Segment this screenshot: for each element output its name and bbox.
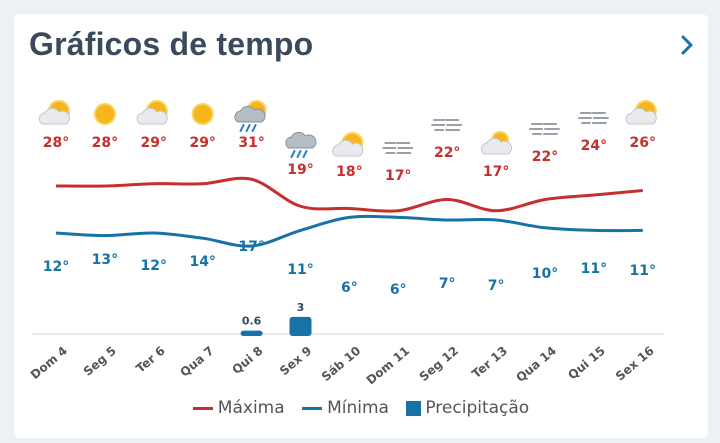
x-tick-label: Seg 12 — [417, 344, 461, 384]
max-temp-label: 17° — [483, 164, 509, 180]
x-tick-label: Ter 6 — [133, 344, 167, 376]
legend-item-precip[interactable]: Precipitação — [406, 398, 529, 418]
x-tick-label: Dom 4 — [28, 344, 70, 383]
chart-legend: Máxima Mínima Precipitação — [14, 398, 708, 418]
max-temp-label: 22° — [434, 145, 460, 161]
x-tick-label: Seg 5 — [81, 344, 119, 379]
min-temp-label: 6° — [390, 282, 407, 298]
x-tick-label: Sex 16 — [613, 344, 657, 384]
page-title: Gráficos de tempo — [29, 26, 314, 62]
partly-sunny-icon — [136, 100, 168, 125]
sun-icon — [191, 103, 214, 125]
precip-label: 3 — [297, 301, 305, 314]
series-line-min — [55, 214, 643, 248]
sun-rain-icon — [234, 100, 267, 132]
max-temp-label: 29° — [141, 135, 167, 151]
min-temp-label: 7° — [488, 278, 505, 294]
legend-min-swatch — [302, 406, 323, 410]
min-temp-label: 13° — [92, 252, 118, 268]
max-temp-label: 19° — [287, 162, 313, 178]
partly-sunny-icon — [332, 132, 364, 157]
fog-icon — [431, 119, 463, 131]
partly-cloudy-icon — [480, 131, 513, 155]
min-temp-label: 7° — [439, 276, 456, 292]
min-temp-label: 10° — [532, 266, 558, 282]
legend-precip-label: Precipitação — [425, 398, 530, 418]
max-temp-label: 24° — [581, 138, 607, 154]
min-temp-label: 11° — [630, 263, 656, 279]
series-line-max — [55, 176, 643, 213]
legend-item-max[interactable]: Máxima — [192, 398, 285, 418]
legend-precip-swatch — [406, 400, 422, 416]
chevron-right-icon[interactable] — [674, 32, 700, 58]
min-temp-label: 17° — [238, 239, 264, 255]
legend-item-min[interactable]: Mínima — [302, 398, 389, 418]
x-tick-label: Qua 7 — [177, 344, 216, 380]
min-temp-label: 14° — [189, 254, 215, 270]
min-temp-label: 6° — [341, 280, 358, 296]
max-temp-label: 29° — [189, 135, 215, 151]
fog-icon — [577, 112, 609, 124]
x-tick-label: Qua 14 — [513, 344, 559, 385]
weather-charts-card: Gráficos de tempo 28° 28° 29° 29° 31° 19° 18° 1… — [14, 14, 708, 438]
max-temp-label: 26° — [630, 135, 656, 151]
fog-icon — [529, 123, 560, 135]
legend-min-label: Mínima — [327, 398, 389, 418]
x-tick-label: Sáb 10 — [319, 344, 363, 384]
legend-max-label: Máxima — [217, 398, 285, 418]
weather-chart: 28° 28° 29° 29° 31° 19° 18° 17° 22° 17° 22° 24° 26° 1… — [28, 100, 664, 388]
rain-icon — [285, 131, 317, 158]
min-temp-label: 11° — [581, 261, 607, 277]
max-temp-label: 28° — [43, 135, 69, 151]
max-temp-label: 22° — [532, 149, 558, 165]
x-tick-label: Ter 13 — [469, 344, 510, 381]
min-temp-label: 12° — [43, 259, 69, 275]
max-temp-label: 18° — [336, 164, 362, 180]
precip-label: 0.6 — [242, 315, 262, 328]
max-temp-label: 31° — [238, 135, 264, 151]
min-temp-label: 12° — [141, 258, 167, 274]
legend-max-swatch — [192, 406, 213, 410]
fog-icon — [382, 142, 414, 154]
precip-bar — [240, 330, 263, 336]
max-temp-label: 17° — [385, 168, 411, 184]
partly-sunny-icon — [625, 100, 657, 125]
x-tick-label: Sex 9 — [277, 344, 314, 379]
sun-icon — [93, 103, 116, 125]
min-temp-label: 11° — [287, 262, 313, 278]
x-tick-label: Qui 15 — [565, 344, 608, 383]
x-tick-label: Qui 8 — [229, 344, 265, 377]
precip-bar — [289, 316, 312, 336]
max-temp-label: 28° — [92, 135, 118, 151]
partly-sunny-icon — [38, 100, 70, 125]
x-tick-label: Dom 11 — [364, 344, 413, 388]
